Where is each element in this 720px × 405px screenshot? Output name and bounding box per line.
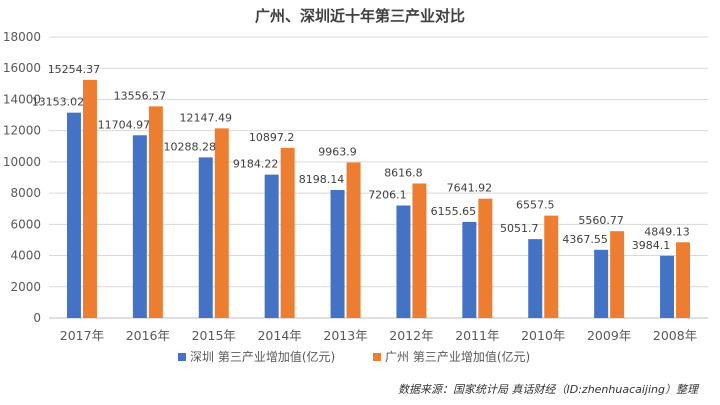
data-label-guangzhou: 12147.49 [180, 111, 233, 124]
bar-guangzhou [478, 198, 493, 318]
data-label-guangzhou: 13556.57 [114, 89, 167, 102]
bar-guangzhou [610, 231, 625, 318]
y-tick-label: 4000 [10, 249, 41, 263]
x-tick-label: 2009年 [587, 328, 631, 343]
bar-guangzhou [280, 147, 295, 318]
data-label-guangzhou: 6557.5 [516, 199, 555, 212]
data-label-shenzhen: 13153.02 [32, 96, 85, 109]
data-label-shenzhen: 6155.65 [431, 205, 477, 218]
x-tick-label: 2008年 [653, 328, 697, 343]
data-label-shenzhen: 7206.1 [368, 189, 407, 202]
bar-shenzhen [660, 255, 675, 318]
bar-guangzhou [412, 183, 427, 318]
data-label-guangzhou: 8616.8 [384, 166, 423, 179]
legend: 深圳 第三产业增加值(亿元) 广州 第三产业增加值(亿元) [178, 349, 530, 364]
y-tick-label: 0 [33, 311, 41, 325]
data-label-shenzhen: 9184.22 [233, 158, 279, 171]
x-axis-ticks: 2017年 2016年 2015年 2014年 2013年 2012年 2011年 2010年… [60, 328, 697, 343]
y-tick-label: 16000 [3, 61, 41, 75]
data-labels: 13153.02 15254.37 11704.97 13556.57 10288.28… [32, 63, 690, 252]
data-label-guangzhou: 7641.92 [447, 182, 493, 195]
gridlines [49, 36, 708, 319]
source-note: 数据来源：国家统计局 真话财经（ID:zhenhuacaijing）整理 [398, 383, 700, 396]
x-tick-label: 2015年 [192, 328, 236, 343]
y-tick-label: 10000 [3, 155, 41, 169]
data-label-guangzhou: 10897.2 [249, 131, 295, 144]
y-tick-label: 14000 [3, 92, 41, 106]
bar-shenzhen [528, 239, 543, 318]
bar-shenzhen [462, 221, 477, 318]
data-label-guangzhou: 9963.9 [318, 145, 357, 158]
y-tick-label: 8000 [10, 186, 41, 200]
y-tick-label: 6000 [10, 217, 41, 231]
data-label-shenzhen: 11704.97 [98, 118, 151, 131]
bar-guangzhou [676, 242, 691, 318]
x-tick-label: 2013年 [323, 328, 367, 343]
legend-swatch-shenzhen [178, 353, 186, 361]
x-tick-label: 2010年 [521, 328, 565, 343]
bar-guangzhou [544, 215, 559, 318]
data-label-shenzhen: 10288.28 [164, 140, 217, 153]
bar-shenzhen [66, 112, 81, 318]
bar-shenzhen [132, 135, 147, 318]
data-label-guangzhou: 5560.77 [578, 214, 624, 227]
bar-guangzhou [346, 162, 361, 318]
chart-title: 广州、深圳近十年第三产业对比 [255, 7, 465, 25]
y-tick-label: 12000 [3, 124, 41, 138]
x-tick-label: 2017年 [60, 328, 104, 343]
data-label-guangzhou: 15254.37 [48, 63, 101, 76]
y-tick-label: 2000 [10, 280, 41, 294]
bar-shenzhen [198, 157, 213, 318]
bar-guangzhou [214, 128, 229, 318]
bar-shenzhen [264, 174, 279, 318]
x-tick-label: 2016年 [126, 328, 170, 343]
data-label-shenzhen: 5051.7 [500, 222, 539, 235]
bars [66, 79, 691, 318]
bar-guangzhou [148, 106, 163, 318]
y-tick-label: 18000 [3, 30, 41, 44]
legend-label-guangzhou: 广州 第三产业增加值(亿元) [385, 349, 530, 364]
bar-guangzhou [82, 79, 97, 318]
bar-shenzhen [396, 205, 411, 318]
x-tick-label: 2014年 [257, 328, 301, 343]
x-tick-label: 2011年 [455, 328, 499, 343]
bar-shenzhen [594, 249, 609, 318]
data-label-shenzhen: 3984.1 [632, 239, 671, 252]
data-label-guangzhou: 4849.13 [644, 225, 690, 238]
bar-shenzhen [330, 190, 345, 318]
data-label-shenzhen: 4367.55 [562, 233, 608, 246]
y-axis-ticks: 0 2000 4000 6000 8000 10000 12000 14000 16000 180… [3, 30, 41, 325]
legend-swatch-guangzhou [373, 353, 381, 361]
legend-label-shenzhen: 深圳 第三产业增加值(亿元) [190, 349, 335, 364]
x-tick-label: 2012年 [389, 328, 433, 343]
data-label-shenzhen: 8198.14 [299, 173, 345, 186]
